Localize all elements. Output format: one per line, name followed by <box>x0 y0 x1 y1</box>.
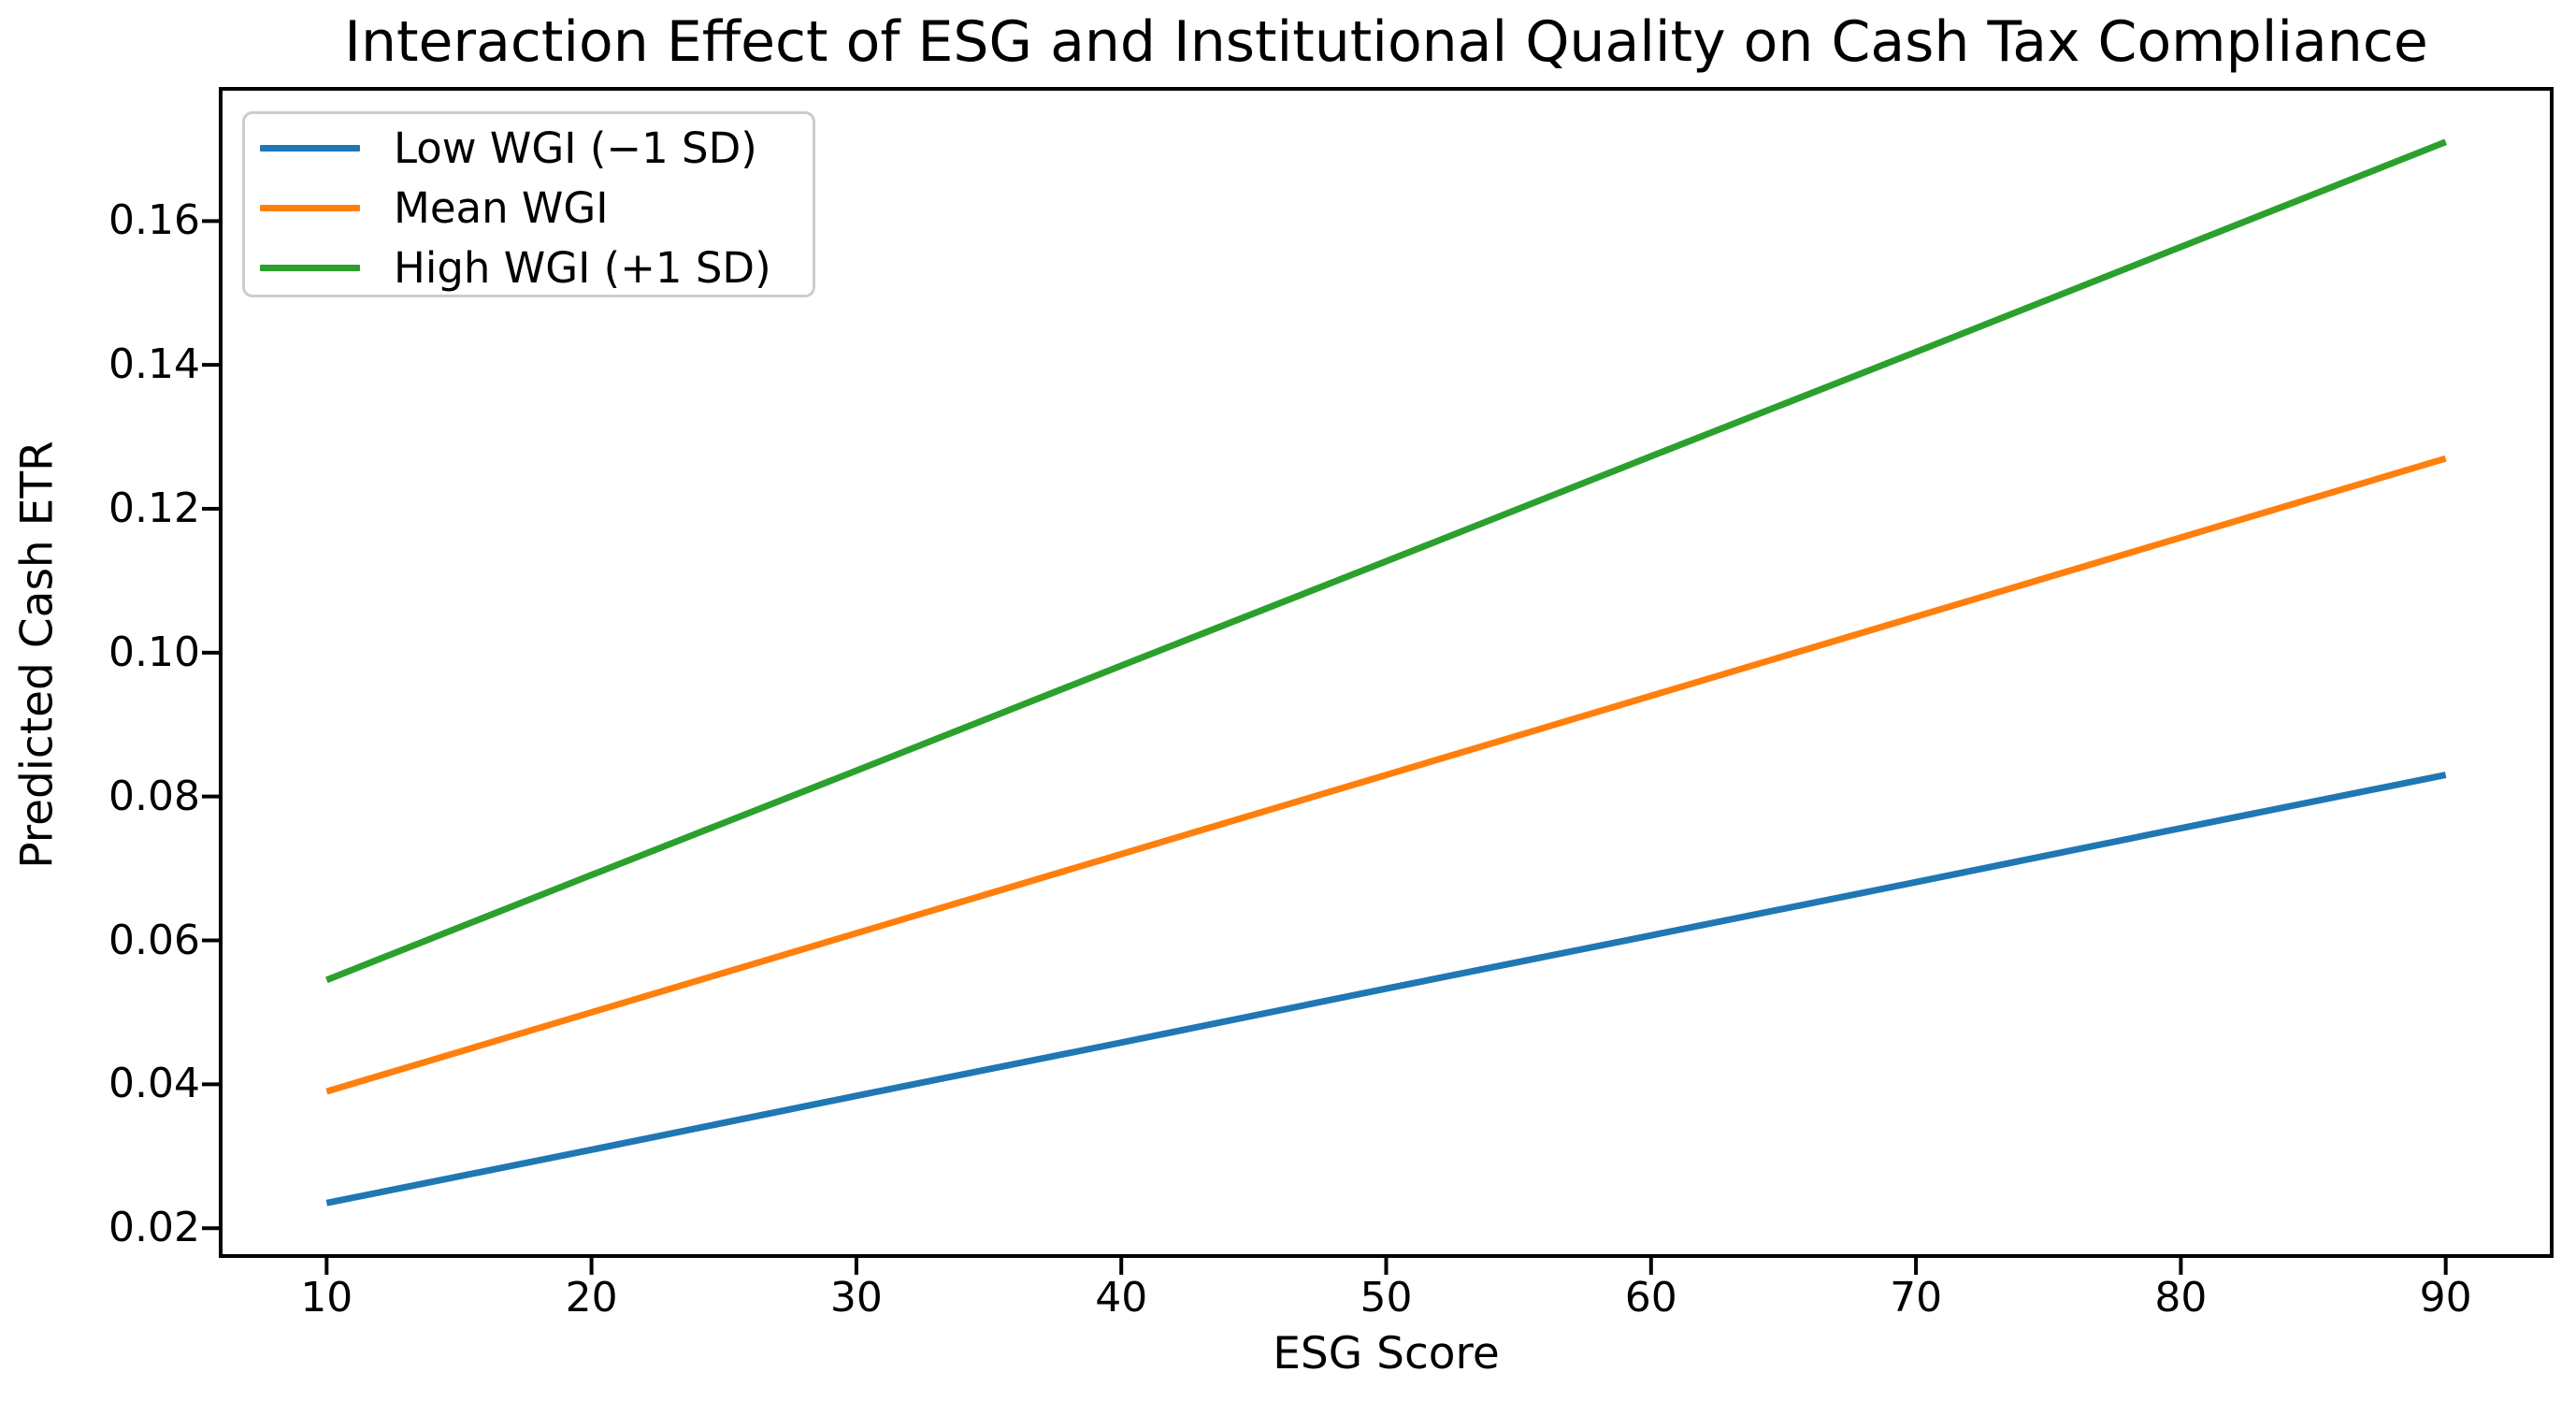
x-tick-label: 80 <box>2154 1274 2208 1322</box>
series-line-0 <box>325 772 2447 1206</box>
y-tick-label: 0.12 <box>108 484 200 532</box>
x-tick-label: 40 <box>1095 1274 1148 1322</box>
x-tick-label: 70 <box>1890 1274 1943 1322</box>
x-tick-label: 20 <box>565 1274 618 1322</box>
legend-item-label: Low WGI (−1 SD) <box>394 123 757 173</box>
legend-line-swatch <box>260 204 360 211</box>
chart-title: Interaction Effect of ESG and Institutio… <box>344 9 2428 75</box>
legend-line-swatch <box>260 144 360 152</box>
legend-item-label: Mean WGI <box>394 182 609 233</box>
x-tick-label: 60 <box>1624 1274 1677 1322</box>
y-tick-label: 0.06 <box>108 916 200 964</box>
y-tick-label: 0.16 <box>108 196 200 245</box>
series-line-1 <box>325 455 2447 1095</box>
x-tick-label: 10 <box>300 1274 353 1322</box>
x-tick-label: 50 <box>1360 1274 1413 1322</box>
legend-item-label: High WGI (+1 SD) <box>394 242 771 293</box>
y-tick-label: 0.14 <box>108 340 200 389</box>
x-tick-label: 30 <box>829 1274 883 1322</box>
axes-spines <box>219 87 2554 1258</box>
x-axis-label: ESG Score <box>1273 1328 1500 1379</box>
series-line-2 <box>325 138 2447 984</box>
x-tick-label: 90 <box>2419 1274 2472 1322</box>
legend-line-swatch <box>260 264 360 271</box>
legend-item: Low WGI (−1 SD) <box>245 118 813 178</box>
y-tick-label: 0.08 <box>108 772 200 820</box>
y-tick-label: 0.02 <box>108 1204 200 1252</box>
y-tick-label: 0.04 <box>108 1060 200 1108</box>
legend-item: High WGI (+1 SD) <box>245 238 813 297</box>
legend-item: Mean WGI <box>245 178 813 238</box>
y-tick-label: 0.10 <box>108 628 200 676</box>
legend: Low WGI (−1 SD) Mean WGI High WGI (+1 SD) <box>242 111 815 297</box>
